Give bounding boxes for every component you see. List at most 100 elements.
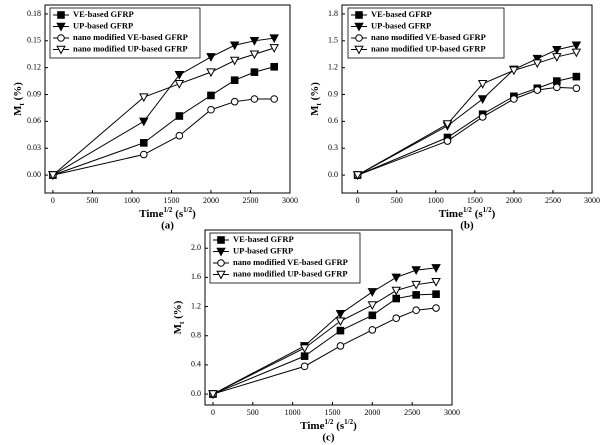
y-tick-label: 0.8	[191, 331, 201, 340]
marker	[249, 50, 260, 60]
series-line	[357, 76, 577, 176]
legend-box	[209, 232, 361, 284]
legend-label: VE-based GFRP	[371, 9, 432, 19]
y-axis-label-part: t	[18, 103, 26, 106]
marker	[431, 277, 441, 287]
x-tick-label: 3000	[282, 196, 298, 205]
marker	[552, 45, 562, 55]
series-line	[212, 281, 437, 395]
legend-label: nano modified UP-based GFRP	[73, 43, 188, 53]
marker	[139, 150, 148, 159]
marker	[250, 95, 259, 103]
marker	[442, 120, 453, 130]
marker	[206, 53, 216, 62]
marker	[270, 62, 278, 71]
y-tick-label: 1.6	[191, 272, 201, 281]
y-tick-label: 0.00	[27, 170, 41, 179]
marker	[509, 66, 519, 76]
marker	[217, 236, 225, 244]
legend-label: nano modified VE-based GFRP	[73, 32, 188, 42]
marker	[354, 22, 364, 32]
x-tick-label: 0	[211, 408, 215, 417]
marker	[207, 105, 215, 114]
legend-label: nano modified VE-based GFRP	[371, 32, 486, 42]
y-axis-label-part: M	[172, 323, 184, 334]
x-axis-label-part: )	[353, 420, 357, 432]
legend-label: nano modified VE-based GFRP	[233, 257, 348, 267]
marker	[368, 311, 377, 320]
x-axis-label-part: Time	[139, 208, 163, 220]
x-tick-label: 500	[86, 196, 98, 205]
marker	[392, 294, 401, 303]
y-tick-label: 1.8	[328, 9, 338, 18]
marker	[174, 71, 185, 80]
marker	[269, 34, 279, 44]
marker	[552, 53, 562, 62]
marker	[411, 266, 421, 276]
x-axis-label: Time1/2 (s1/2)	[300, 418, 357, 432]
panel-label: (b)	[460, 220, 474, 232]
x-tick-label: 1500	[324, 408, 340, 417]
y-tick-label: 0.18	[27, 9, 41, 18]
marker	[412, 306, 420, 315]
y-tick-label: 1.5	[328, 36, 338, 45]
x-axis-label-part: 1/2	[163, 206, 172, 214]
x-tick-label: 2000	[506, 196, 522, 205]
y-tick-label: 0.3	[328, 143, 338, 152]
marker	[553, 77, 561, 85]
marker	[571, 48, 582, 58]
marker	[478, 113, 487, 121]
y-tick-label: 0.03	[27, 143, 41, 152]
y-axis-label: Mt (%)	[309, 82, 323, 116]
marker	[571, 41, 582, 51]
marker	[56, 22, 66, 32]
marker	[355, 11, 363, 19]
marker	[250, 68, 259, 76]
marker	[139, 117, 149, 127]
marker	[354, 45, 364, 55]
marker	[48, 171, 58, 181]
series-line	[212, 267, 437, 395]
legend-label: UP-based GFRP	[73, 20, 133, 30]
marker	[368, 326, 377, 334]
x-axis-label-part: (s	[172, 208, 183, 220]
legend-label: UP-based GFRP	[233, 245, 293, 255]
marker	[174, 79, 185, 89]
chart-panel: 0 500 1000 1500 2000 2500 3000 0.00 0.03 0.06 0.09…	[12, 4, 298, 232]
legend-label: nano modified UP-based GFRP	[233, 268, 348, 278]
marker	[391, 286, 401, 296]
x-axis-label-part: 1/2	[183, 206, 192, 214]
y-tick-label: 0.6	[328, 116, 338, 125]
marker	[175, 112, 184, 120]
marker	[367, 288, 378, 297]
marker	[299, 344, 310, 354]
x-axis-label-part: )	[492, 208, 496, 220]
marker	[216, 270, 226, 280]
marker	[270, 95, 278, 103]
y-axis-label-part: M	[309, 105, 321, 116]
series-line	[357, 44, 577, 176]
x-tick-label: 1500	[163, 196, 179, 205]
series-line	[212, 307, 437, 395]
marker	[217, 259, 225, 267]
x-axis-label-part: Time	[439, 208, 463, 220]
marker	[56, 45, 66, 55]
marker	[533, 86, 542, 94]
x-axis-label-part: 1/2	[344, 418, 353, 426]
marker	[300, 352, 309, 360]
y-axis-label-part: (%)	[309, 82, 321, 103]
marker	[249, 37, 260, 46]
marker	[229, 56, 240, 66]
marker	[532, 54, 543, 64]
marker	[336, 326, 345, 335]
marker	[477, 95, 488, 104]
marker	[392, 314, 401, 323]
marker	[477, 79, 488, 89]
series-line	[212, 293, 437, 395]
x-axis-label-part: (s	[333, 420, 344, 432]
marker	[57, 11, 65, 19]
x-axis-label-part: Time	[300, 420, 324, 432]
marker	[175, 131, 184, 140]
marker	[432, 304, 440, 312]
